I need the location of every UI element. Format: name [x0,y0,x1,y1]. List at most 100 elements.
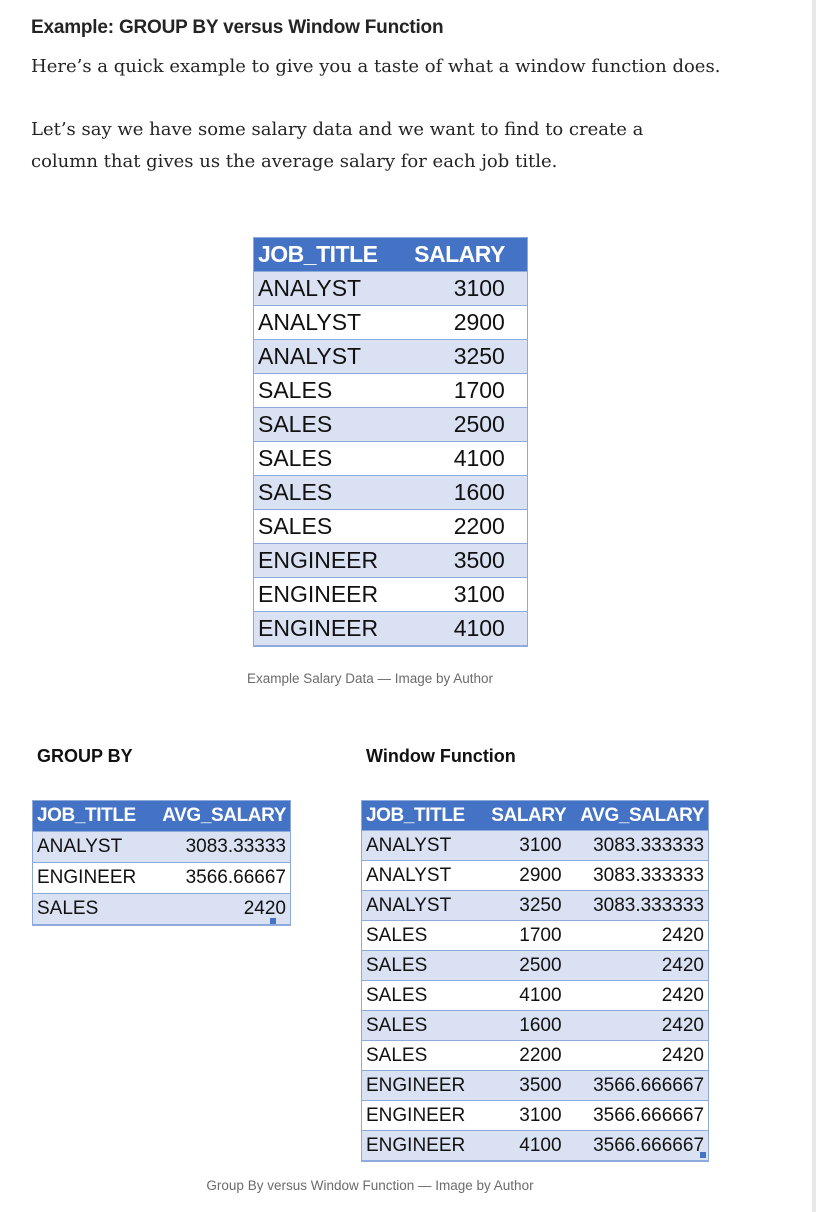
table-row: SALES 1700 2420 [362,920,709,951]
cell-avg-salary: 3083.333333 [570,860,709,891]
window-function-title: Window Function [366,746,516,766]
cell-salary: 3100 [469,830,571,861]
table-row: ENGINEER 3100 [254,577,527,612]
group-by-table: JOB_TITLE AVG_SALARY ANALYST 3083.33333 EN… [32,800,291,926]
column-header-job-title: JOB_TITLE [33,801,141,832]
cell-salary: 2900 [469,860,571,891]
table-row: ENGINEER 4100 [254,611,527,646]
group-by-title: GROUP BY [37,746,133,766]
cell-job-title: SALES [362,1010,470,1041]
cell-job-title: SALES [362,1040,470,1071]
cell-job-title: ENGINEER [254,611,401,646]
table-row: SALES 2500 [254,407,527,442]
cell-salary: 1700 [469,920,571,951]
cell-job-title: ENGINEER [362,1130,470,1161]
table-row: ENGINEER 3566.66667 [33,862,290,894]
cell-avg-salary: 2420 [570,1040,709,1071]
cell-avg-salary: 3083.333333 [570,890,709,921]
column-header-job-title: JOB_TITLE [254,238,401,272]
cell-salary: 3100 [469,1100,571,1131]
paragraph-intro: Here’s a quick example to give you a tas… [31,56,721,77]
table-row: ANALYST 3250 [254,339,527,374]
page-edge [812,0,816,1212]
cell-avg-salary: 3566.66667 [140,862,290,894]
cell-job-title: SALES [362,920,470,951]
cell-salary: 4100 [469,1130,571,1161]
cell-job-title: ENGINEER [362,1070,470,1101]
column-header-avg-salary: AVG_SALARY [570,801,709,831]
cell-salary: 1700 [400,373,527,408]
table-row: SALES 2200 2420 [362,1040,709,1071]
cell-job-title: SALES [362,950,470,981]
table-row: ANALYST 3250 3083.333333 [362,890,709,921]
cell-avg-salary: 3566.666667 [570,1100,709,1131]
cell-job-title: ANALYST [254,271,401,306]
cell-salary: 3250 [400,339,527,374]
image-caption: Group By versus Window Function — Image … [206,1178,534,1193]
cell-salary: 4100 [469,980,571,1011]
cell-job-title: SALES [254,407,401,442]
cell-salary: 3500 [400,543,527,578]
cell-job-title: ENGINEER [254,543,401,578]
section-heading: Example: GROUP BY versus Window Function [31,17,444,38]
table-row: SALES 1700 [254,373,527,408]
table-header-row: JOB_TITLE AVG_SALARY [33,801,290,832]
cell-job-title: ANALYST [362,860,470,891]
column-header-salary: SALARY [400,238,527,272]
cell-fill-handle [270,918,276,924]
cell-salary: 1600 [469,1010,571,1041]
cell-fill-handle [700,1152,706,1158]
table-row: ANALYST 3100 [254,271,527,306]
column-header-salary: SALARY [469,801,571,831]
cell-job-title: ENGINEER [33,862,141,894]
column-header-job-title: JOB_TITLE [362,801,470,831]
table-row: ENGINEER 3100 3566.666667 [362,1100,709,1131]
cell-salary: 1600 [400,475,527,510]
table-row: ANALYST 3100 3083.333333 [362,830,709,861]
table-row: ENGINEER 3500 3566.666667 [362,1070,709,1101]
cell-salary: 4100 [400,441,527,476]
cell-salary: 2900 [400,305,527,340]
cell-job-title: SALES [254,509,401,544]
table-row: ENGINEER 4100 3566.666667 [362,1130,709,1161]
table-row: SALES 1600 2420 [362,1010,709,1041]
table-row: SALES 4100 [254,441,527,476]
cell-avg-salary: 3566.666667 [570,1130,709,1161]
cell-job-title: ANALYST [33,831,141,863]
cell-salary: 2200 [400,509,527,544]
cell-job-title: ANALYST [362,830,470,861]
cell-job-title: SALES [254,441,401,476]
cell-job-title: SALES [254,373,401,408]
cell-avg-salary: 3566.666667 [570,1070,709,1101]
cell-salary: 2200 [469,1040,571,1071]
table-row: ENGINEER 3500 [254,543,527,578]
cell-avg-salary: 2420 [570,980,709,1011]
cell-job-title: ANALYST [254,305,401,340]
column-header-avg-salary: AVG_SALARY [140,801,290,832]
cell-job-title: SALES [362,980,470,1011]
image-caption: Example Salary Data — Image by Author [246,671,494,686]
cell-avg-salary: 2420 [140,893,290,925]
table-row: SALES 2500 2420 [362,950,709,981]
cell-salary: 3500 [469,1070,571,1101]
cell-salary: 2500 [400,407,527,442]
table-header-row: JOB_TITLE SALARY AVG_SALARY [362,801,709,831]
cell-salary: 3100 [400,577,527,612]
table-row: ANALYST 2900 [254,305,527,340]
paragraph-scenario: Let’s say we have some salary data and w… [31,119,644,172]
cell-job-title: ANALYST [254,339,401,374]
salary-data-table: JOB_TITLE SALARY ANALYST 3100 ANALYST 2900 A… [253,237,528,647]
table-row: ANALYST 3083.33333 [33,831,290,863]
cell-job-title: SALES [254,475,401,510]
table-row: SALES 2200 [254,509,527,544]
cell-avg-salary: 2420 [570,1010,709,1041]
table-row: SALES 4100 2420 [362,980,709,1011]
cell-job-title: ENGINEER [362,1100,470,1131]
table-row: SALES 2420 [33,893,290,925]
cell-avg-salary: 3083.333333 [570,830,709,861]
table-row: SALES 1600 [254,475,527,510]
cell-salary: 3100 [400,271,527,306]
table-header-row: JOB_TITLE SALARY [254,238,527,272]
cell-salary: 3250 [469,890,571,921]
cell-avg-salary: 2420 [570,920,709,951]
